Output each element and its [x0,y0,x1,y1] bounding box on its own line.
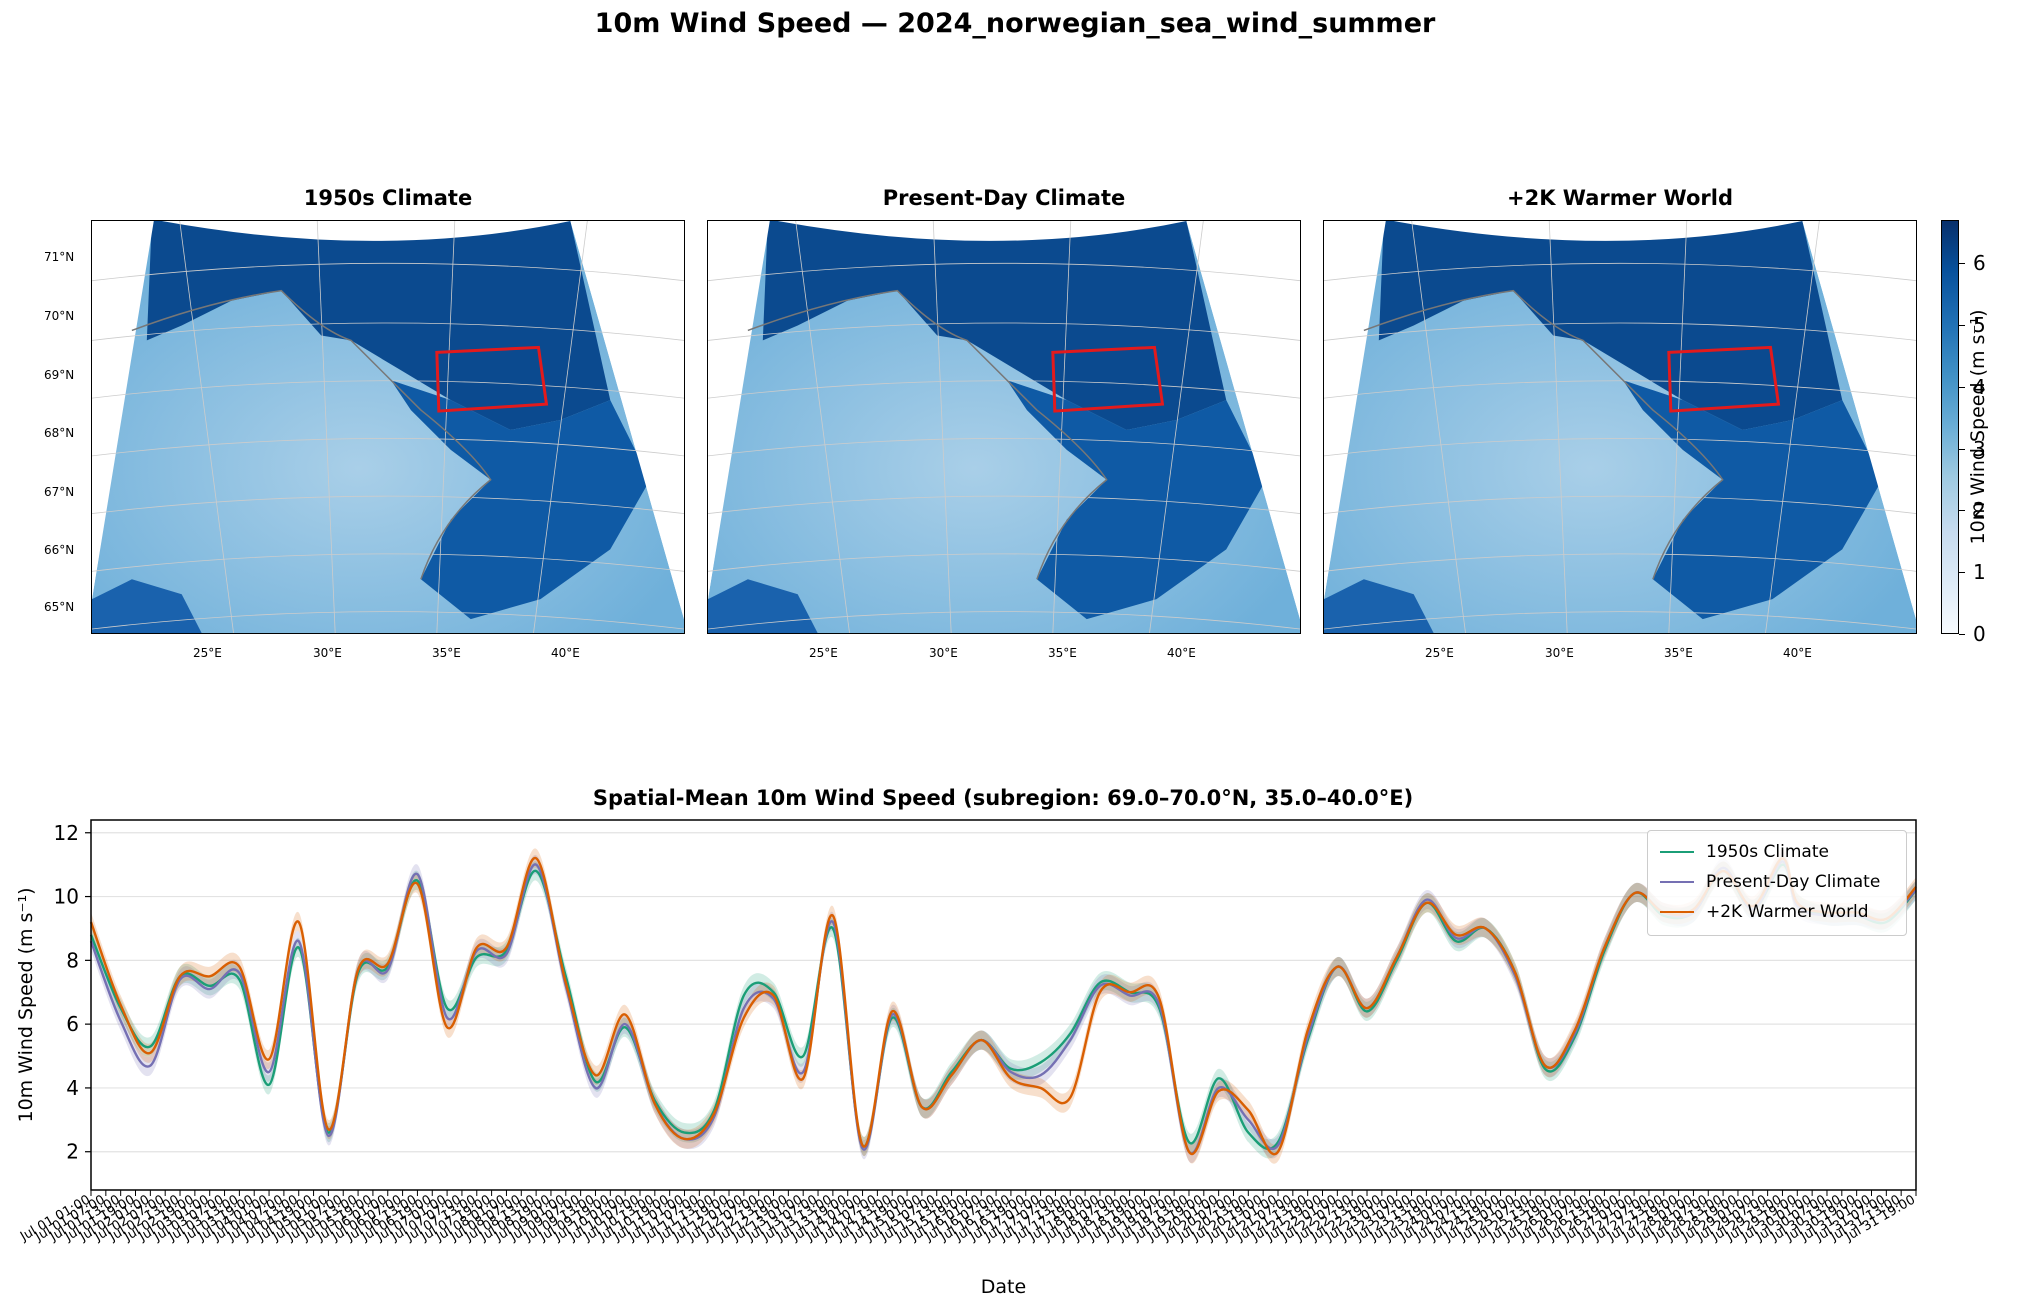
series-band-2 [91,848,1916,1164]
colorbar-tick: 2 [1973,498,1986,523]
y-tick-label: 6 [66,1012,79,1036]
colorbar-tick: 1 [1973,560,1986,585]
series-line-1 [89,860,1917,1155]
map-canvas [708,221,1300,633]
colorbar-label: 10m Wind Speed (m s⁻¹) [1967,309,1989,545]
colorbar-tick: 3 [1973,436,1986,461]
map-canvas [92,221,684,633]
sea-field [762,221,1227,430]
lon-label: 30°E [929,646,958,660]
y-tick-label: 4 [66,1076,79,1100]
lon-label: 40°E [1783,646,1812,660]
lon-label: 30°E [1545,646,1574,660]
legend-entry-1950s: 1950s Climate [1660,841,1829,863]
sea-field [1378,221,1843,430]
colorbar-tick: 6 [1973,251,1986,276]
lat-label: 65°N [44,600,75,614]
colorbar-tick: 0 [1973,622,1986,646]
legend-swatch-1950s [1660,851,1694,853]
series-band-1 [91,851,1916,1164]
lat-label: 67°N [44,485,75,499]
figure-title: 10m Wind Speed — 2024_norwegian_sea_wind… [594,8,1436,39]
lat-label: 68°N [44,426,75,440]
map-canvas [1324,221,1916,633]
lat-label: 71°N [44,250,75,264]
sea-field [146,221,611,430]
map-panel-plus2k [1323,220,1917,634]
legend-entry-plus2k: +2K Warmer World [1660,901,1869,923]
legend-entry-present: Present-Day Climate [1660,871,1880,893]
legend: 1950s Climate Present-Day Climate +2K Wa… [1647,830,1907,936]
lat-label: 66°N [44,543,75,557]
lat-label: 69°N [44,368,75,382]
gulf-field [1324,579,1434,633]
lon-label: 25°E [809,646,838,660]
lon-label: 25°E [1425,646,1454,660]
subregion-box [1051,345,1165,413]
lon-label: 35°E [1048,646,1077,660]
coastline [131,289,492,580]
series-line-0 [89,863,1917,1150]
legend-label-1950s: 1950s Climate [1706,842,1829,862]
map-title-plus2k: +2K Warmer World [1507,186,1733,210]
legend-label-present: Present-Day Climate [1706,872,1881,892]
gulf-field [708,579,818,633]
colorbar-tick: 5 [1973,313,1986,338]
map-title-1950s: 1950s Climate [303,186,473,210]
colorbar [1941,220,1959,634]
series-line-2 [89,857,1917,1156]
y-tick-label: 2 [66,1140,79,1164]
coastline [1363,289,1724,580]
lat-label: 70°N [44,309,75,323]
y-tick-label: 8 [66,948,79,972]
lon-label: 35°E [432,646,461,660]
timeseries-title: Spatial-Mean 10m Wind Speed (subregion: … [592,786,1414,810]
plot-frame [90,819,1917,1191]
map-panel-1950s [91,220,685,634]
colorbar-tick: 4 [1973,374,1986,399]
legend-swatch-present [1660,881,1694,883]
coastline [747,289,1108,580]
gulf-field [92,579,202,633]
lon-label: 25°E [193,646,222,660]
map-panel-present [707,220,1301,634]
lon-label: 35°E [1664,646,1693,660]
subregion-box [435,345,549,413]
legend-swatch-plus2k [1660,911,1694,913]
lon-label: 30°E [313,646,342,660]
lon-label: 40°E [1167,646,1196,660]
x-axis-label: Date [981,1276,1026,1298]
subregion-box [1667,345,1781,413]
legend-label-plus2k: +2K Warmer World [1706,902,1869,922]
map-title-present: Present-Day Climate [882,186,1126,210]
y-tick-label: 12 [54,821,79,845]
y-tick-label: 10 [54,885,79,909]
lon-label: 40°E [551,646,580,660]
y-axis-label: 10m Wind Speed (m s⁻¹) [15,887,37,1122]
